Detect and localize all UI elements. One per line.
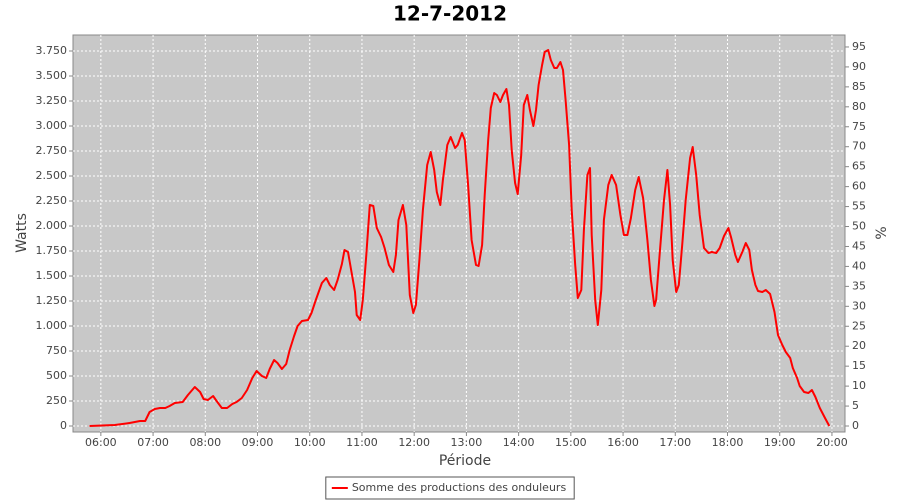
y-tick-label: 1.750 <box>36 244 68 257</box>
x-axis-label: Période <box>439 453 491 469</box>
x-tick-label: 19:00 <box>764 436 796 449</box>
y2-tick-label: 60 <box>852 180 866 193</box>
x-tick-label: 18:00 <box>712 436 744 449</box>
y2-tick-label: 0 <box>852 419 859 432</box>
y-tick-label: 750 <box>46 344 67 357</box>
y-tick-label: 2.500 <box>36 169 68 182</box>
y2-tick-label: 30 <box>852 299 866 312</box>
x-tick-label: 06:00 <box>85 436 117 449</box>
x-tick-label: 14:00 <box>503 436 535 449</box>
x-tick-label: 16:00 <box>607 436 639 449</box>
y2-tick-label: 5 <box>852 399 859 412</box>
y2-tick-label: 70 <box>852 140 866 153</box>
y-tick-label: 2.000 <box>36 219 68 232</box>
y-tick-label: 500 <box>46 369 67 382</box>
y2-tick-label: 35 <box>852 279 866 292</box>
y-tick-label: 1.500 <box>36 269 68 282</box>
x-tick-label: 15:00 <box>555 436 587 449</box>
x-tick-label: 07:00 <box>137 436 169 449</box>
y-tick-label: 3.250 <box>36 94 68 107</box>
legend-box <box>325 476 575 500</box>
y-tick-label: 3.500 <box>36 69 68 82</box>
y-tick-label: 1.250 <box>36 294 68 307</box>
legend: Somme des productions des onduleurs <box>325 476 575 500</box>
legend-label: Somme des productions des onduleurs <box>352 481 567 494</box>
y2-tick-label: 20 <box>852 339 866 352</box>
y2-tick-label: 90 <box>852 60 866 73</box>
y2-tick-label: 50 <box>852 220 866 233</box>
y-tick-label: 2.250 <box>36 194 68 207</box>
y2-tick-label: 95 <box>852 40 866 53</box>
y2-tick-label: 85 <box>852 80 866 93</box>
y-tick-label: 250 <box>46 394 67 407</box>
y-tick-label: 1.000 <box>36 319 68 332</box>
y-tick-label: 3.000 <box>36 119 68 132</box>
y-tick-label: 3.750 <box>36 44 68 57</box>
y2-tick-label: 40 <box>852 259 866 272</box>
y-tick-label: 0 <box>60 419 67 432</box>
y2-tick-label: 45 <box>852 239 866 252</box>
y2-tick-label: 65 <box>852 160 866 173</box>
plot-marks <box>73 35 845 432</box>
y-tick-label: 2.750 <box>36 144 68 157</box>
x-tick-label: 11:00 <box>346 436 378 449</box>
x-tick-label: 08:00 <box>189 436 221 449</box>
x-tick-label: 09:00 <box>242 436 274 449</box>
series-line <box>89 49 831 427</box>
chart-title: 12-7-2012 <box>393 2 507 26</box>
x-tick-label: 10:00 <box>294 436 326 449</box>
x-tick-label: 20:00 <box>816 436 848 449</box>
y2-tick-label: 15 <box>852 359 866 372</box>
y2-tick-label: 10 <box>852 379 866 392</box>
y2-tick-label: 75 <box>852 120 866 133</box>
x-tick-label: 12:00 <box>398 436 430 449</box>
x-tick-label: 13:00 <box>451 436 483 449</box>
y2-tick-label: 80 <box>852 100 866 113</box>
y2-tick-label: 55 <box>852 200 866 213</box>
y-axis-label: Watts <box>14 213 30 253</box>
y2-tick-label: 25 <box>852 319 866 332</box>
x-tick-label: 17:00 <box>659 436 691 449</box>
y2-axis-label: % <box>874 226 890 239</box>
